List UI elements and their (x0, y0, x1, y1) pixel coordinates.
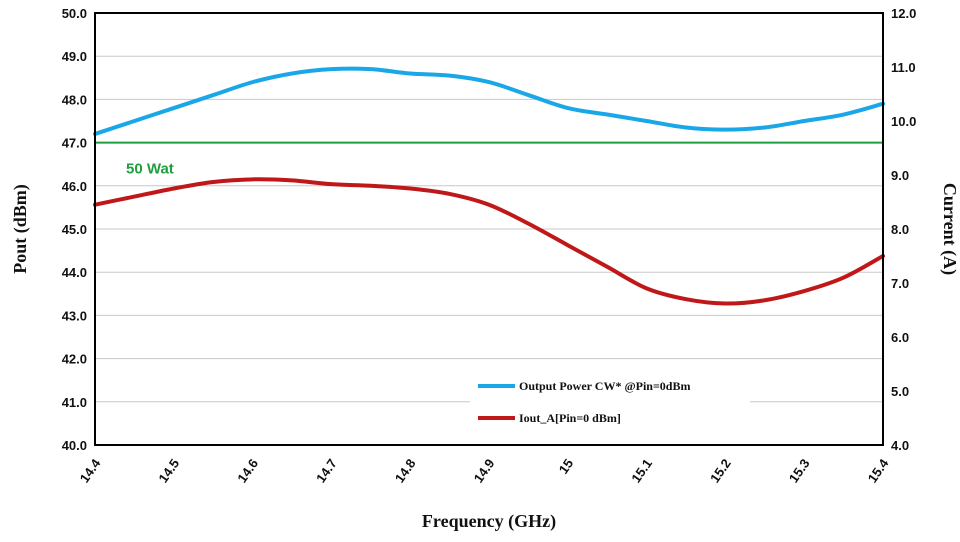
legend-label-iout: Iout_A[Pin=0 dBm] (519, 411, 621, 425)
y-axis-left-title: Pout (dBm) (10, 184, 31, 274)
y-left-tick-label: 44.0 (62, 265, 87, 280)
y-left-tick-label: 43.0 (62, 308, 87, 323)
x-tick-label: 15.4 (865, 455, 892, 485)
legend: Output Power CW* @Pin=0dBm Iout_A[Pin=0 … (470, 373, 750, 435)
y-left-tick-label: 41.0 (62, 395, 87, 410)
x-tick-label: 14.8 (392, 456, 419, 485)
x-tick-label: 15.1 (628, 456, 655, 485)
y-left-tick-label: 42.0 (62, 352, 87, 367)
y-axis-right-title: Current (A) (939, 183, 960, 275)
y-right-tick-label: 6.0 (891, 330, 909, 345)
y-left-tick-label: 40.0 (62, 438, 87, 453)
x-tick-label: 15 (556, 456, 577, 476)
x-tick-label: 14.7 (313, 456, 340, 485)
reference-line-label: 50 Wat (126, 161, 174, 178)
y-left-tick-label: 46.0 (62, 179, 87, 194)
y-right-tick-label: 7.0 (891, 276, 909, 291)
series-iout-line (93, 177, 885, 306)
legend-label-output-power: Output Power CW* @Pin=0dBm (519, 379, 690, 393)
y-right-tick-label: 10.0 (891, 114, 916, 129)
x-tick-label: 14.4 (77, 455, 104, 485)
x-tick-label: 14.6 (234, 456, 261, 485)
y-left-tick-label: 49.0 (62, 49, 87, 64)
x-tick-label: 15.3 (786, 456, 813, 485)
series-output-power-line (93, 66, 885, 136)
legend-box (470, 373, 750, 435)
plot-frame (94, 12, 884, 446)
series-layer (93, 66, 885, 306)
y-left-tick-label: 50.0 (62, 6, 87, 21)
y-left-tick-label: 47.0 (62, 136, 87, 151)
x-tick-label: 14.9 (471, 456, 498, 485)
y-right-tick-label: 11.0 (891, 60, 916, 75)
y-right-tick-label: 5.0 (891, 384, 909, 399)
y-right-tick-label: 8.0 (891, 222, 909, 237)
x-axis-title: Frequency (GHz) (422, 511, 556, 532)
y-left-tick-label: 45.0 (62, 222, 87, 237)
x-tick-label: 14.5 (155, 456, 182, 485)
reference-layer: 50 Wat (95, 141, 883, 178)
y-right-tick-label: 4.0 (891, 438, 909, 453)
y-right-tick-label: 9.0 (891, 168, 909, 183)
y-right-tick-label: 12.0 (891, 6, 916, 21)
y-left-tick-label: 48.0 (62, 92, 87, 107)
x-tick-label: 15.2 (707, 456, 734, 485)
